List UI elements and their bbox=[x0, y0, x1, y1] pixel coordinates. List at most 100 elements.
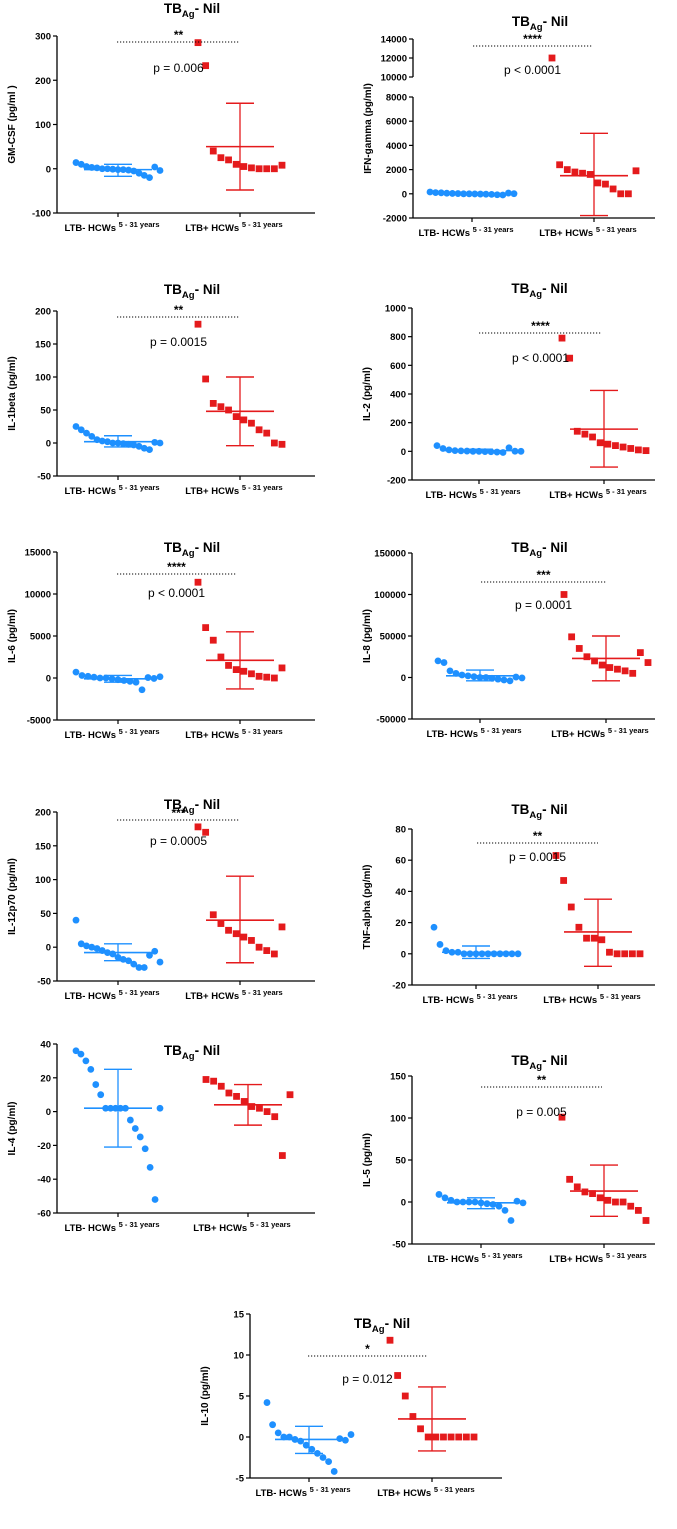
x-tick-label: LTB+ HCWs 5 - 31 years bbox=[193, 1220, 290, 1234]
data-point bbox=[426, 188, 434, 196]
data-point bbox=[433, 442, 441, 449]
chart-panel-10: TBAg- Nil -50 0 50 100 150 IL-5 (pg/ml) LTB- HC… bbox=[362, 1053, 655, 1265]
data-point bbox=[424, 1433, 432, 1441]
data-point bbox=[634, 446, 642, 454]
y-axis-label: IL-4 (pg/ml) bbox=[7, 1102, 18, 1156]
y-axis-label: TNF-alpha (pg/ml) bbox=[362, 865, 373, 950]
data-point bbox=[151, 1196, 159, 1203]
chart-title: TBAg- Nil bbox=[164, 797, 220, 816]
p-value: p < 0.0001 bbox=[504, 63, 561, 77]
y-tick-label: 15 bbox=[233, 1310, 244, 1321]
p-value: p = 0.012 bbox=[342, 1372, 393, 1386]
data-point bbox=[581, 1188, 589, 1196]
data-point bbox=[278, 923, 286, 931]
data-point bbox=[263, 429, 271, 437]
data-point bbox=[248, 419, 255, 427]
chart-title: TBAg- Nil bbox=[511, 540, 567, 559]
significance-stars: ** bbox=[174, 28, 184, 42]
y-tick-label: 100 bbox=[35, 120, 51, 131]
y-tick-label: 0 bbox=[401, 447, 406, 458]
y-tick-label: -50 bbox=[37, 472, 51, 483]
data-point bbox=[552, 852, 560, 859]
y-tick-label: -40 bbox=[37, 1175, 51, 1186]
y-tick-label: -5000 bbox=[27, 716, 51, 727]
data-point bbox=[225, 662, 232, 669]
x-tick-label: LTB+ HCWs 5 - 31 years bbox=[551, 726, 648, 740]
y-tick-label: 0 bbox=[401, 949, 406, 960]
y-tick-label: 10000 bbox=[25, 590, 51, 601]
data-point bbox=[563, 166, 571, 173]
data-point bbox=[278, 664, 286, 672]
chart-title: TBAg- Nil bbox=[164, 1, 220, 20]
y-tick-label: 50000 bbox=[380, 632, 406, 643]
data-point bbox=[255, 943, 263, 951]
y-tick-label: 150000 bbox=[374, 549, 406, 560]
data-point bbox=[627, 445, 635, 452]
data-point bbox=[132, 678, 140, 686]
data-point bbox=[156, 439, 164, 447]
data-point bbox=[240, 163, 248, 170]
data-point bbox=[511, 447, 519, 455]
data-point bbox=[255, 426, 263, 434]
y-tick-label: 60 bbox=[395, 856, 406, 867]
data-point bbox=[573, 1183, 581, 1191]
data-point bbox=[225, 156, 232, 164]
data-point bbox=[286, 1091, 294, 1099]
chart-title: TBAg- Nil bbox=[164, 282, 220, 301]
data-point bbox=[558, 334, 566, 342]
significance-stars: * bbox=[365, 1342, 370, 1356]
y-tick-label: 600 bbox=[390, 361, 406, 372]
chart-panel-8: TBAg- Nil -20 0 20 40 60 80 TNF-alpha (pg/ml) LT… bbox=[362, 802, 655, 1006]
data-point bbox=[92, 1081, 100, 1088]
data-point bbox=[151, 438, 159, 446]
data-point bbox=[409, 1413, 417, 1420]
data-point bbox=[210, 1077, 218, 1085]
data-point bbox=[202, 375, 210, 383]
data-point bbox=[256, 1104, 263, 1112]
data-point bbox=[248, 1103, 256, 1110]
data-point bbox=[453, 1198, 461, 1206]
data-point bbox=[514, 950, 522, 958]
data-point bbox=[484, 950, 492, 958]
y-tick-label: 15000 bbox=[25, 548, 51, 559]
x-tick-label: LTB- HCWs 5 - 31 years bbox=[426, 726, 521, 740]
x-tick-label: LTB- HCWs 5 - 31 years bbox=[64, 988, 159, 1002]
data-point bbox=[394, 1372, 402, 1379]
data-point bbox=[232, 160, 240, 168]
data-point bbox=[72, 1047, 80, 1055]
significance-stars: *** bbox=[536, 568, 550, 582]
y-tick-label: 800 bbox=[390, 332, 406, 343]
data-point bbox=[606, 948, 613, 956]
y-tick-label: 1000 bbox=[385, 304, 406, 315]
data-point bbox=[146, 174, 153, 182]
chart-title: TBAg- Nil bbox=[511, 802, 567, 821]
y-tick-label: 40 bbox=[40, 1040, 51, 1051]
data-point bbox=[586, 171, 594, 178]
data-point bbox=[125, 440, 132, 448]
data-point bbox=[488, 191, 495, 198]
data-point bbox=[135, 442, 143, 450]
data-point bbox=[636, 649, 644, 656]
data-point bbox=[209, 147, 217, 155]
data-point bbox=[84, 672, 92, 680]
data-point bbox=[342, 1436, 349, 1444]
data-point bbox=[455, 1433, 463, 1441]
data-point bbox=[432, 189, 439, 196]
data-point bbox=[604, 1196, 612, 1204]
x-tick-label: LTB- HCWs 5 - 31 years bbox=[64, 1220, 159, 1234]
data-point bbox=[490, 950, 498, 958]
data-point bbox=[505, 444, 513, 452]
data-point bbox=[93, 945, 101, 952]
y-tick-label: -2000 bbox=[383, 214, 407, 225]
y-tick-label: 400 bbox=[390, 390, 406, 401]
data-point bbox=[150, 675, 158, 682]
y-tick-label: -50 bbox=[37, 977, 51, 988]
p-value: p < 0.0001 bbox=[512, 351, 569, 365]
data-point bbox=[156, 673, 164, 681]
data-point bbox=[506, 677, 514, 685]
data-point bbox=[138, 686, 146, 694]
data-point bbox=[194, 823, 202, 831]
y-tick-label: 50 bbox=[40, 406, 51, 417]
chart-panel-11: TBAg- Nil -5 0 5 10 15 IL-10 (pg/ml) LTB- HCWs … bbox=[200, 1310, 502, 1499]
data-point bbox=[263, 165, 271, 173]
